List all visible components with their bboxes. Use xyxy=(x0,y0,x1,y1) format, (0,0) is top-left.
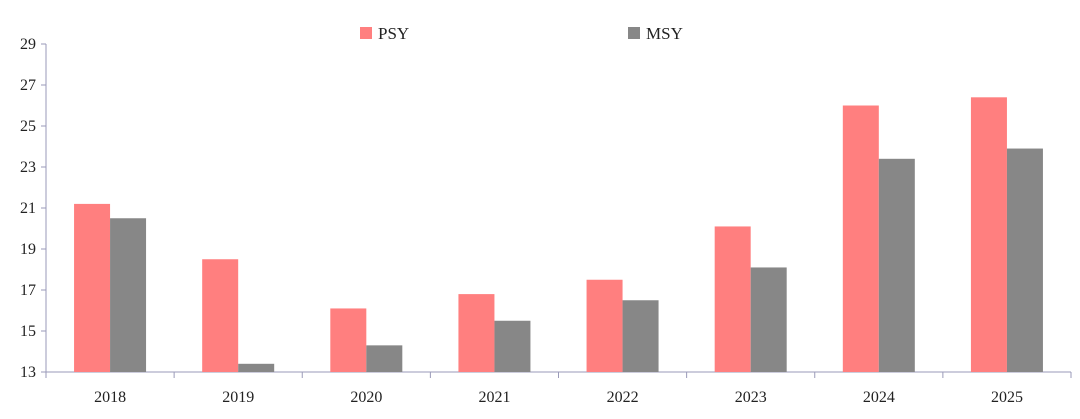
bar-msy-2024 xyxy=(878,158,915,372)
bar-psy-2021 xyxy=(458,294,495,372)
y-tick-label: 21 xyxy=(20,200,36,217)
bar-psy-2020 xyxy=(330,308,367,372)
bar-msy-2019 xyxy=(238,363,275,372)
bar-psy-2025 xyxy=(970,97,1007,373)
x-tick-label: 2021 xyxy=(478,389,510,406)
bar-msy-2025 xyxy=(1006,148,1043,372)
legend-swatch-msy xyxy=(628,27,640,39)
bar-msy-2021 xyxy=(494,320,531,372)
y-tick-label: 13 xyxy=(20,364,36,381)
bar-msy-2018 xyxy=(110,218,147,372)
y-tick-label: 25 xyxy=(20,118,36,135)
legend-swatch-psy xyxy=(360,27,372,39)
x-tick-label: 2019 xyxy=(222,389,254,406)
bar-psy-2023 xyxy=(714,226,751,372)
bar-msy-2020 xyxy=(366,345,403,372)
bars xyxy=(74,97,1043,373)
x-tick-label: 2025 xyxy=(991,389,1023,406)
y-tick-label: 15 xyxy=(20,323,36,340)
y-tick-label: 23 xyxy=(20,159,36,176)
x-tick-label: 2022 xyxy=(607,389,639,406)
bar-msy-2022 xyxy=(622,300,659,372)
y-tick-label: 19 xyxy=(20,241,36,258)
legend: PSY MSY xyxy=(360,24,683,43)
bar-psy-2018 xyxy=(74,203,111,372)
legend-label-psy: PSY xyxy=(378,24,409,43)
bar-msy-2023 xyxy=(750,267,787,372)
x-tick-label: 2023 xyxy=(735,389,767,406)
y-tick-label: 29 xyxy=(20,36,36,53)
tick-labels: 13 15 17 19 21 23 25 27 29 2018 2019 2020 2021 2022 20… xyxy=(20,36,1023,406)
y-tick-label: 27 xyxy=(20,77,36,94)
axes xyxy=(41,43,1072,378)
legend-label-msy: MSY xyxy=(646,24,683,43)
x-tick-label: 2024 xyxy=(863,389,895,406)
y-tick-label: 17 xyxy=(20,282,36,299)
bar-psy-2024 xyxy=(842,105,879,372)
bar-psy-2022 xyxy=(586,279,623,372)
x-tick-label: 2020 xyxy=(350,389,382,406)
bar-psy-2019 xyxy=(202,259,239,372)
x-tick-label: 2018 xyxy=(94,389,126,406)
